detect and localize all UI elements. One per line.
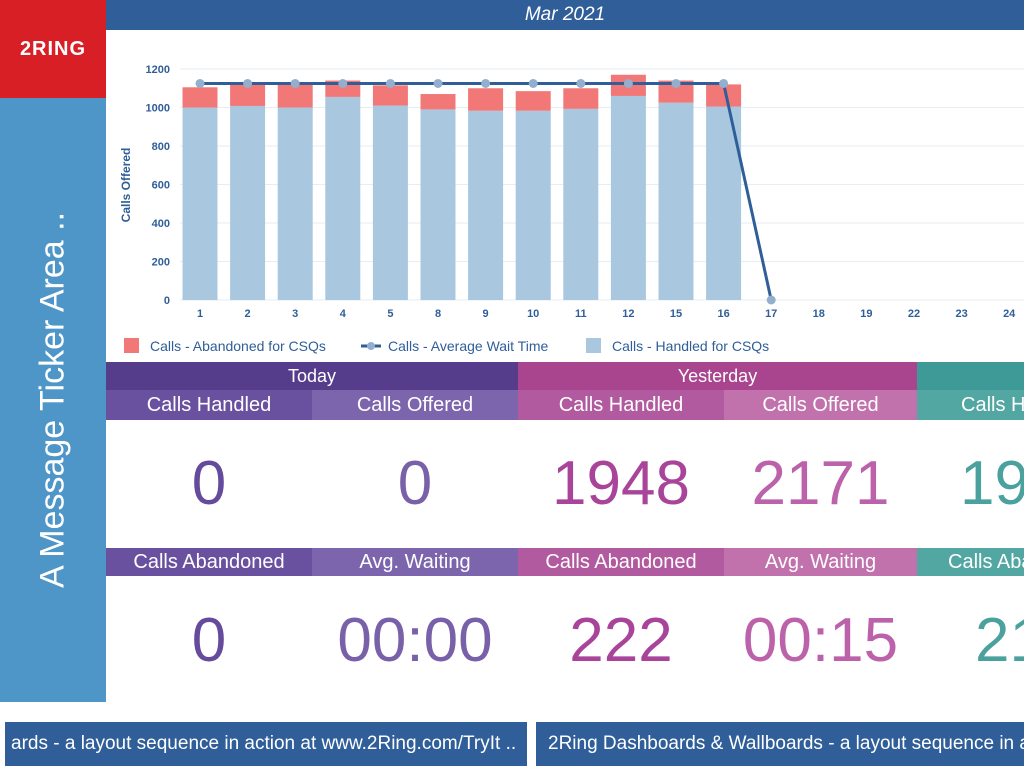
- ticker-text: A Message Ticker Area ..: [33, 211, 72, 589]
- x-tick-label: 4: [340, 308, 347, 320]
- legend-wait-label: Calls - Average Wait Time: [388, 338, 548, 354]
- abandoned-bar: [468, 88, 504, 111]
- message-ticker: A Message Ticker Area ..: [0, 98, 106, 702]
- handled-bar: [230, 105, 266, 301]
- third-calls-handled-label: Calls Ha: [917, 390, 1024, 420]
- handled-bar: [658, 102, 694, 300]
- handled-bar: [420, 109, 456, 300]
- wait-time-marker: [576, 78, 586, 88]
- y-tick-label: 400: [152, 218, 170, 230]
- x-tick-label: 22: [908, 308, 920, 320]
- handled-bar: [563, 108, 599, 300]
- legend-handled-label: Calls - Handled for CSQs: [612, 338, 769, 354]
- today-calls-offered-label: Calls Offered: [312, 390, 518, 420]
- footer-ticker-item: 2Ring Dashboards & Wallboards - a layout…: [536, 722, 1024, 766]
- wait-time-marker: [385, 78, 395, 88]
- yesterday-header: Yesterday: [518, 362, 917, 390]
- x-tick-label: 18: [813, 308, 825, 320]
- handled-bar: [325, 96, 361, 300]
- wait-time-marker: [528, 78, 538, 88]
- y-tick-label: 1000: [146, 103, 170, 115]
- abandoned-bar: [563, 88, 599, 109]
- wait-time-marker: [766, 295, 776, 305]
- yesterday-calls-offered: 2171: [751, 449, 890, 518]
- x-tick-label: 3: [292, 308, 298, 320]
- yesterday-calls-abandoned: 222: [569, 606, 673, 675]
- x-tick-label: 9: [483, 308, 489, 320]
- x-tick-label: 16: [717, 308, 729, 320]
- wait-time-marker: [243, 78, 253, 88]
- yesterday-calls-abandoned-label: Calls Abandoned: [518, 548, 724, 576]
- wait-time-marker: [338, 78, 348, 88]
- handled-bar: [277, 107, 313, 300]
- yesterday-calls-handled-label: Calls Handled: [518, 390, 724, 420]
- wait-time-marker: [433, 78, 443, 88]
- x-tick-label: 2: [245, 308, 251, 320]
- x-tick-label: 24: [1003, 308, 1016, 320]
- wait-time-marker: [719, 78, 729, 88]
- today-calls-handled: 0: [191, 449, 227, 518]
- x-tick-label: 19: [860, 308, 872, 320]
- abandoned-bar: [658, 80, 694, 103]
- y-tick-label: 1200: [146, 64, 170, 76]
- y-tick-label: 800: [152, 141, 170, 153]
- third-calls-handled: 19: [960, 449, 1024, 518]
- today-calls-handled-label: Calls Handled: [106, 390, 312, 420]
- 2ring-logo: 2RING: [0, 0, 106, 98]
- wait-time-marker: [623, 78, 633, 88]
- yesterday-calls-offered-label: Calls Offered: [724, 390, 917, 420]
- y-tick-label: 600: [152, 180, 170, 192]
- wait-time-marker: [195, 78, 205, 88]
- today-calls-abandoned-label: Calls Abandoned: [106, 548, 312, 576]
- today-calls-abandoned: 0: [191, 606, 227, 675]
- today-avg-waiting: 00:00: [337, 606, 493, 675]
- today-header: Today: [106, 362, 518, 390]
- footer-ticker-item: ards - a layout sequence in action at ww…: [5, 722, 527, 766]
- y-axis-label: Calls Offered: [119, 148, 133, 223]
- yesterday-calls-handled: 1948: [552, 449, 690, 518]
- yesterday-avg-waiting: 00:15: [742, 606, 899, 675]
- abandoned-bar: [706, 84, 742, 107]
- today-calls-offered: 0: [397, 449, 433, 518]
- today-avg-waiting-label: Avg. Waiting: [312, 548, 518, 576]
- month-header: Mar 2021: [106, 0, 1024, 30]
- handled-bar: [182, 107, 218, 300]
- x-tick-label: 23: [955, 308, 967, 320]
- third-group-header: [917, 362, 1024, 390]
- x-tick-label: 15: [670, 308, 682, 320]
- x-tick-label: 12: [622, 308, 634, 320]
- handled-bar: [515, 110, 551, 301]
- legend-handled-swatch: [586, 338, 601, 353]
- y-tick-label: 200: [152, 257, 170, 269]
- x-tick-label: 5: [387, 308, 393, 320]
- legend-wait-marker: [367, 342, 375, 350]
- legend-abandoned-label: Calls - Abandoned for CSQs: [150, 338, 326, 354]
- handled-bar: [372, 105, 408, 300]
- legend-abandoned-swatch: [124, 338, 139, 353]
- abandoned-bar: [372, 85, 408, 106]
- abandoned-bar: [230, 83, 266, 106]
- handled-bar: [468, 110, 504, 301]
- wait-time-marker: [290, 78, 300, 88]
- third-calls-abandoned-label: Calls Aba: [917, 548, 1024, 576]
- abandoned-bar: [515, 91, 551, 111]
- y-tick-label: 0: [164, 295, 170, 307]
- yesterday-avg-waiting-label: Avg. Waiting: [724, 548, 917, 576]
- handled-bar: [610, 95, 646, 300]
- abandoned-bar: [420, 94, 456, 110]
- x-tick-label: 1: [197, 308, 203, 320]
- wait-time-marker: [481, 78, 491, 88]
- x-tick-label: 11: [575, 308, 587, 320]
- wait-time-marker: [671, 78, 681, 88]
- x-tick-label: 10: [527, 308, 539, 320]
- third-calls-abandoned: 21: [975, 606, 1024, 675]
- abandoned-bar: [182, 87, 218, 108]
- x-tick-label: 17: [765, 308, 777, 320]
- x-tick-label: 8: [435, 308, 441, 320]
